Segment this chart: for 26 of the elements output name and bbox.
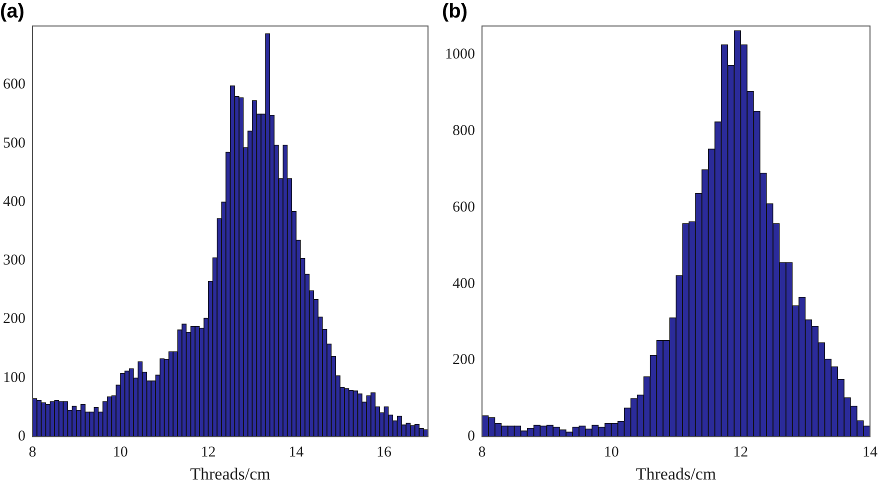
x-tick-label: 16: [376, 444, 392, 461]
chart-title: (a): [0, 0, 24, 23]
x-tick-label: 12: [733, 444, 748, 461]
x-tick-label: 14: [288, 444, 304, 461]
y-tick-label: 0: [18, 428, 26, 445]
y-tick-label: 600: [452, 199, 475, 216]
x-tick-label: 12: [200, 444, 216, 461]
x-tick-label: 10: [112, 444, 128, 461]
y-tick-label: 100: [3, 370, 26, 386]
x-tick-label: 8: [478, 444, 486, 461]
y-tick-label: 300: [3, 252, 26, 269]
y-tick-label: 200: [3, 311, 26, 328]
y-tick-label: 200: [452, 352, 475, 368]
x-axis-title: Threads/cm: [190, 464, 270, 484]
y-tick-label: 500: [3, 135, 26, 152]
y-tick-label: 0: [468, 428, 475, 445]
y-tick-label: 400: [3, 194, 26, 210]
y-tick-label: 800: [452, 122, 475, 139]
chart-title: (b): [442, 0, 468, 23]
x-tick-label: 10: [604, 444, 619, 461]
y-tick-label: 400: [452, 276, 475, 292]
x-axis-title: Threads/cm: [636, 464, 716, 484]
y-tick-label: 600: [3, 76, 26, 93]
y-tick-label: 1000: [445, 46, 475, 63]
x-tick-label: 8: [28, 444, 36, 461]
x-tick-label: 14: [862, 444, 878, 461]
